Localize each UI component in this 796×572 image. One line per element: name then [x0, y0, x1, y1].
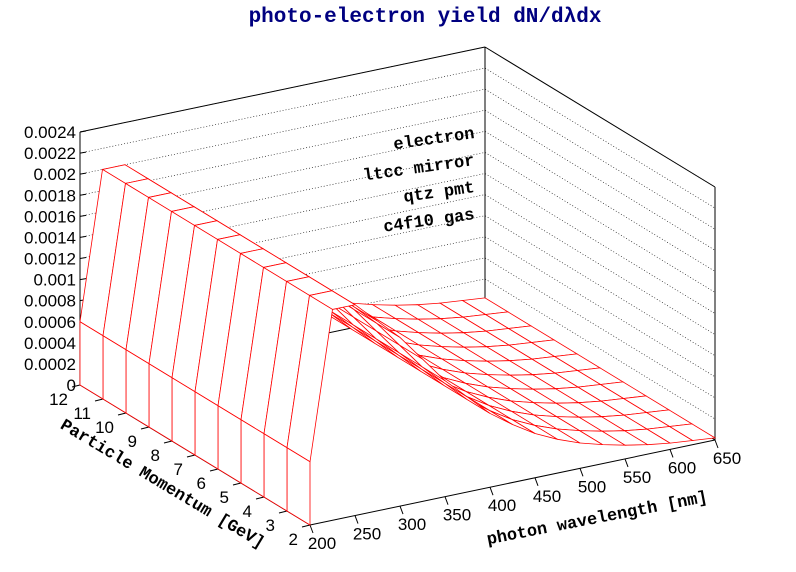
y-tick-label: 9 [128, 432, 137, 451]
z-tick [79, 193, 87, 196]
y-tick-label: 12 [49, 390, 68, 409]
y-tick-label: 4 [243, 502, 252, 521]
legend-entry: qtz pmt [402, 179, 475, 208]
x-tick [354, 515, 359, 524]
y-tick [232, 482, 242, 486]
axes-box: 0 0.0002 0.0004 0.0006 0.0008 0.001 0.0012 0.00… [24, 46, 741, 553]
surface-side [194, 391, 219, 470]
chart-title: photo-electron yield dN/dλdx [249, 6, 602, 29]
z-tick-label: 0.001 [33, 271, 76, 290]
y-tick-label: 3 [266, 516, 275, 535]
z-tick-label: 0.0012 [24, 250, 76, 269]
z-tick [79, 151, 87, 154]
z-tick-label: 0.0008 [24, 292, 76, 311]
legend-entry: c4f10 gas [382, 206, 476, 238]
y-tick [209, 468, 219, 472]
z-tick-label: 0.0024 [24, 123, 76, 142]
x-axis [309, 439, 716, 526]
surface-side [263, 433, 288, 512]
x-tick-label: 650 [713, 449, 741, 468]
z-tick [79, 214, 87, 217]
z-tick-label: 0.0004 [24, 334, 76, 353]
surface-side [171, 377, 196, 456]
x-tick [489, 487, 494, 496]
x-tick-label: 200 [308, 534, 336, 553]
x-axis-title: photon wavelength [nm] [485, 489, 709, 550]
x-tick-label: 550 [623, 468, 651, 487]
x-tick [399, 505, 404, 515]
y-tick-label: 5 [220, 488, 229, 507]
y-tick [71, 384, 81, 388]
x-tick [444, 496, 449, 505]
z-tick-label: 0 [67, 376, 76, 395]
x-tick-label: 500 [578, 477, 606, 496]
x-tick-label: 450 [533, 487, 561, 506]
z-tick-label: 0.0022 [24, 144, 76, 163]
y-tick [278, 510, 288, 514]
box-edge [484, 46, 716, 188]
y-tick-label: 6 [197, 474, 206, 493]
x-tick-label: 250 [353, 525, 381, 544]
x-tick-label: 600 [668, 458, 696, 477]
surface-side [240, 419, 265, 498]
z-tick-label: 0.0016 [24, 207, 76, 226]
x-tick [309, 524, 314, 534]
surface [79, 164, 717, 526]
y-tick [163, 440, 173, 444]
surface-side [79, 321, 104, 400]
z-tick-label: 0.0006 [24, 313, 76, 332]
x-tick [669, 449, 674, 458]
y-tick [140, 426, 150, 430]
z-tick [79, 235, 87, 238]
x-tick [714, 439, 719, 449]
legend-entry: electron [392, 125, 475, 155]
y-tick [94, 398, 104, 402]
y-tick-label: 8 [151, 446, 160, 465]
surface-side [286, 447, 311, 526]
z-tick [79, 257, 87, 259]
y-tick-label: 10 [95, 418, 114, 437]
z-tick [79, 172, 87, 175]
box-edge [79, 46, 486, 133]
surface-side [217, 405, 242, 484]
surface-side [148, 363, 173, 442]
x-tick-label: 300 [398, 515, 426, 534]
z-tick-label: 0.0014 [24, 228, 76, 247]
z-tick [79, 278, 87, 281]
y-tick [117, 412, 127, 416]
y-tick [301, 524, 311, 528]
z-tick-label: 0.002 [33, 165, 76, 184]
y-tick-label: 7 [174, 460, 183, 479]
y-tick-label: 2 [289, 530, 298, 549]
x-tick [534, 477, 539, 486]
x-tick [624, 458, 629, 468]
x-tick-label: 350 [443, 506, 471, 525]
x-tick [579, 468, 584, 477]
z-tick-label: 0.0018 [24, 186, 76, 205]
y-tick-label: 11 [73, 404, 91, 423]
surface-side [102, 335, 127, 414]
z-tick-label: 0.0002 [24, 355, 76, 374]
y-tick [186, 454, 196, 458]
surface-side [125, 349, 150, 428]
y-tick [255, 496, 265, 500]
x-tick-label: 400 [488, 496, 516, 515]
